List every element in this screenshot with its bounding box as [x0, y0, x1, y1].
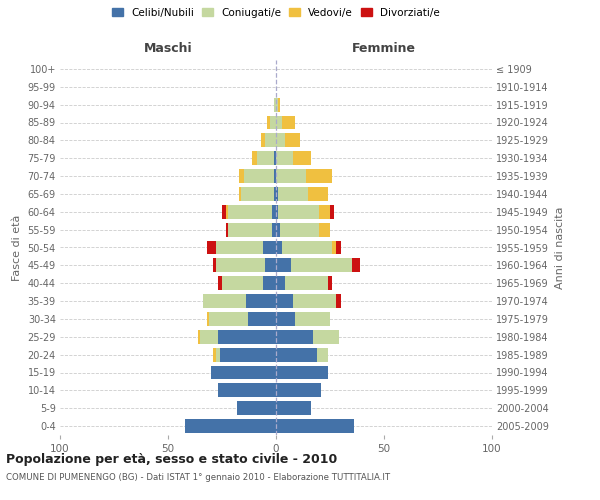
Bar: [268, 116, 269, 130]
Y-axis label: Anni di nascita: Anni di nascita: [554, 206, 565, 289]
Text: COMUNE DI PUMENENGO (BG) - Dati ISTAT 1° gennaio 2010 - Elaborazione TUTTITALIA.: COMUNE DI PUMENENGO (BG) - Dati ISTAT 1°…: [6, 472, 390, 482]
Bar: [218, 330, 276, 344]
Bar: [274, 98, 276, 112]
Bar: [278, 187, 308, 201]
Text: Femmine: Femmine: [352, 42, 416, 54]
Bar: [246, 294, 276, 308]
Bar: [220, 348, 276, 362]
Bar: [276, 116, 283, 130]
Bar: [330, 205, 334, 219]
Bar: [218, 276, 222, 290]
Bar: [278, 98, 280, 112]
Bar: [203, 294, 246, 308]
Bar: [352, 258, 360, 272]
Bar: [276, 294, 293, 308]
Bar: [276, 366, 328, 380]
Bar: [319, 222, 330, 236]
Bar: [276, 134, 284, 147]
Bar: [293, 294, 337, 308]
Bar: [229, 222, 272, 236]
Text: Popolazione per età, sesso e stato civile - 2010: Popolazione per età, sesso e stato civil…: [6, 452, 337, 466]
Bar: [215, 240, 263, 254]
Bar: [276, 401, 311, 415]
Bar: [209, 312, 248, 326]
Text: Maschi: Maschi: [143, 42, 193, 54]
Bar: [229, 205, 272, 219]
Bar: [207, 312, 209, 326]
Bar: [237, 401, 276, 415]
Bar: [226, 222, 229, 236]
Bar: [239, 169, 244, 183]
Bar: [276, 276, 284, 290]
Bar: [284, 276, 328, 290]
Bar: [295, 312, 330, 326]
Bar: [276, 222, 280, 236]
Bar: [306, 169, 332, 183]
Bar: [211, 366, 276, 380]
Bar: [263, 276, 276, 290]
Bar: [278, 205, 319, 219]
Bar: [214, 258, 215, 272]
Bar: [269, 116, 276, 130]
Bar: [276, 348, 317, 362]
Bar: [328, 276, 332, 290]
Bar: [319, 205, 330, 219]
Bar: [274, 169, 276, 183]
Bar: [222, 276, 263, 290]
Bar: [276, 330, 313, 344]
Bar: [272, 205, 276, 219]
Bar: [248, 312, 276, 326]
Bar: [274, 151, 276, 165]
Bar: [280, 222, 319, 236]
Bar: [276, 240, 283, 254]
Bar: [200, 330, 218, 344]
Bar: [283, 240, 332, 254]
Bar: [265, 134, 276, 147]
Bar: [226, 205, 229, 219]
Bar: [276, 384, 322, 398]
Bar: [276, 205, 278, 219]
Bar: [207, 240, 215, 254]
Bar: [276, 187, 278, 201]
Bar: [198, 330, 200, 344]
Bar: [276, 258, 291, 272]
Legend: Celibi/Nubili, Coniugati/e, Vedovi/e, Divorziati/e: Celibi/Nubili, Coniugati/e, Vedovi/e, Di…: [112, 8, 440, 18]
Bar: [215, 258, 265, 272]
Bar: [276, 151, 293, 165]
Bar: [257, 151, 274, 165]
Bar: [276, 98, 278, 112]
Bar: [317, 348, 328, 362]
Bar: [313, 330, 338, 344]
Bar: [272, 222, 276, 236]
Bar: [218, 384, 276, 398]
Bar: [276, 419, 354, 433]
Bar: [276, 169, 306, 183]
Bar: [214, 348, 215, 362]
Bar: [283, 116, 295, 130]
Bar: [293, 151, 311, 165]
Bar: [265, 258, 276, 272]
Bar: [291, 258, 352, 272]
Bar: [244, 169, 274, 183]
Bar: [222, 205, 226, 219]
Bar: [215, 348, 220, 362]
Bar: [337, 294, 341, 308]
Bar: [261, 134, 265, 147]
Bar: [263, 240, 276, 254]
Bar: [284, 134, 300, 147]
Bar: [276, 312, 295, 326]
Bar: [337, 240, 341, 254]
Bar: [241, 187, 274, 201]
Bar: [252, 151, 257, 165]
Y-axis label: Fasce di età: Fasce di età: [12, 214, 22, 280]
Bar: [239, 187, 241, 201]
Bar: [308, 187, 328, 201]
Bar: [332, 240, 337, 254]
Bar: [274, 187, 276, 201]
Bar: [185, 419, 276, 433]
